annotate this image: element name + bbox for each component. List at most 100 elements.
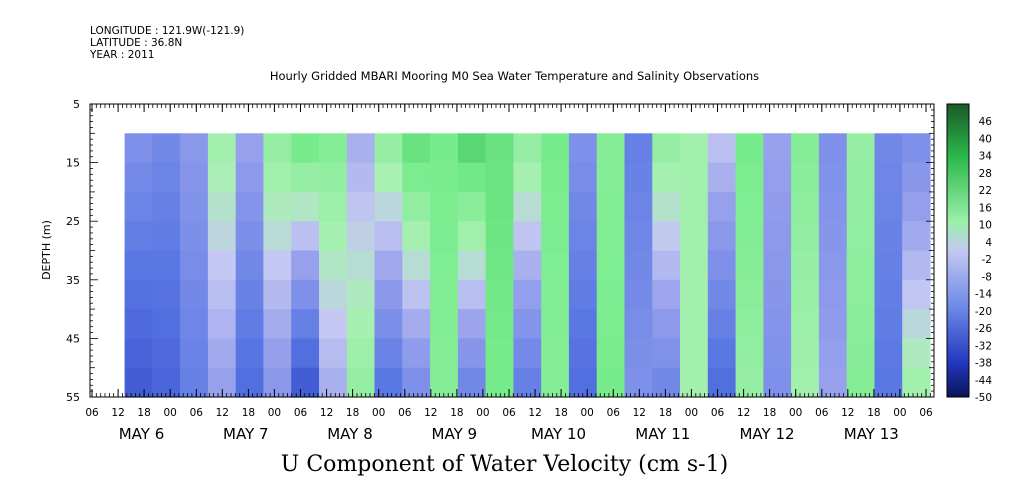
x-hour-label: 06: [502, 407, 516, 419]
heatmap-cell: [235, 367, 265, 398]
heatmap-cell: [457, 279, 487, 310]
heatmap-cell: [457, 162, 487, 193]
heatmap-cell: [624, 250, 653, 281]
x-hour-label: 18: [763, 407, 776, 419]
heatmap-cell: [319, 162, 348, 193]
heatmap-cell: [846, 367, 876, 398]
heatmap-cell: [707, 133, 737, 164]
heatmap-cell: [874, 367, 903, 398]
heatmap-cell: [791, 191, 820, 222]
heatmap-cell: [180, 367, 209, 398]
heatmap-cell: [763, 338, 792, 369]
heatmap-cell: [735, 162, 764, 193]
heatmap-cell: [207, 250, 237, 281]
heatmap-cell: [652, 279, 681, 310]
heatmap-cell: [652, 191, 681, 222]
colorbar-label: 46: [979, 116, 993, 128]
heatmap-cell: [624, 221, 653, 252]
heatmap-cell: [874, 133, 903, 164]
heatmap-cell: [291, 279, 320, 310]
heatmap-cell: [457, 191, 487, 222]
heatmap-cell: [207, 279, 237, 310]
heatmap-cell: [680, 162, 709, 193]
longitude-label: LONGITUDE : 121.9W(-121.9): [90, 25, 245, 37]
x-axis-title: U Component of Water Velocity (cm s-1): [280, 452, 729, 477]
heatmap-cell: [152, 221, 181, 252]
colorbar: 46 40 34 28 22 16 10 4 -2 -8 -14 -20 -26 -32 -38 -44 -50: [946, 103, 993, 404]
heatmap-cell: [457, 367, 487, 398]
x-hour-label: 00: [268, 407, 281, 419]
heatmap-cell: [652, 309, 681, 339]
heatmap-cell: [818, 279, 848, 310]
y-tick-label: 45: [66, 332, 80, 345]
heatmap-cell: [263, 191, 292, 222]
heatmap-cell: [152, 133, 181, 164]
heatmap-cell: [652, 338, 681, 369]
heatmap-cell: [235, 309, 265, 339]
heatmap-cell: [541, 367, 570, 398]
heatmap-cells: [124, 133, 931, 398]
heatmap-cell: [652, 221, 681, 252]
heatmap-cell: [485, 367, 514, 398]
heatmap-cell: [457, 338, 487, 369]
heatmap-cell: [235, 250, 265, 281]
heatmap-cell: [319, 367, 348, 398]
heatmap-cell: [346, 367, 376, 398]
heatmap-cell: [846, 309, 876, 339]
colorbar-label: -8: [982, 271, 992, 283]
heatmap-cell: [568, 309, 598, 339]
heatmap-cell: [846, 133, 876, 164]
heatmap-cell: [430, 133, 459, 164]
x-hour-label: 06: [190, 407, 204, 419]
heatmap-cell: [818, 221, 848, 252]
heatmap-cell: [152, 250, 181, 281]
heatmap-cell: [791, 221, 820, 252]
colorbar-label: -38: [975, 358, 992, 370]
heatmap-cell: [291, 250, 320, 281]
x-hour-label: 12: [424, 407, 437, 419]
heatmap-cell: [624, 133, 653, 164]
heatmap-cell: [541, 309, 570, 339]
x-hour-label: 12: [841, 407, 854, 419]
heatmap-cell: [430, 309, 459, 339]
latitude-label: LATITUDE : 36.8N: [90, 37, 183, 49]
heatmap-cell: [624, 338, 653, 369]
y-tick-label: 25: [66, 215, 80, 228]
x-hour-label: 06: [398, 407, 412, 419]
chart-title: Hourly Gridded MBARI Mooring M0 Sea Wate…: [269, 69, 760, 83]
heatmap-cell: [291, 221, 320, 252]
heatmap-cell: [707, 309, 737, 339]
heatmap-cell: [319, 221, 348, 252]
y-tick-label: 35: [66, 274, 80, 287]
heatmap-cell: [541, 162, 570, 193]
x-date-label: MAY 7: [223, 425, 269, 443]
heatmap-cell: [402, 309, 431, 339]
x-date-label: MAY 6: [119, 425, 165, 443]
x-axis-date-labels: MAY 6 MAY 7 MAY 8 MAY 9 MAY 10 MAY 11 MAY 12 MA…: [119, 425, 899, 443]
y-tick-label: 5: [73, 98, 80, 111]
heatmap-cell: [874, 250, 903, 281]
heatmap-cell: [763, 191, 792, 222]
heatmap-cell: [735, 338, 764, 369]
heatmap-cell: [874, 338, 903, 369]
heatmap-cell: [374, 162, 403, 193]
heatmap-cell: [485, 250, 514, 281]
heatmap-cell: [346, 279, 376, 310]
heatmap-cell: [124, 162, 153, 193]
heatmap-cell: [457, 221, 487, 252]
heatmap-cell: [763, 162, 792, 193]
heatmap-cell: [485, 309, 514, 339]
heatmap-cell: [568, 162, 598, 193]
colorbar-label: -50: [975, 392, 992, 404]
heatmap-cell: [596, 221, 626, 252]
heatmap-cell: [735, 191, 764, 222]
heatmap-cell: [124, 367, 153, 398]
heatmap-cell: [735, 133, 764, 164]
heatmap-cell: [430, 162, 459, 193]
heatmap-cell: [430, 367, 459, 398]
heatmap-cell: [346, 191, 376, 222]
heatmap-cell: [263, 309, 292, 339]
x-hour-label: 18: [242, 407, 255, 419]
heatmap-cell: [791, 162, 820, 193]
heatmap-cell: [902, 250, 931, 281]
